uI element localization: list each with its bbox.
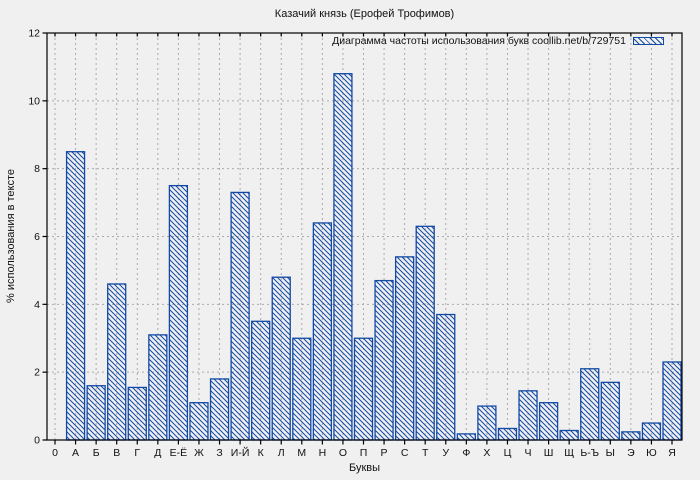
y-tick-label-2: 2 bbox=[34, 367, 40, 379]
y-tick-label-8: 8 bbox=[34, 163, 40, 175]
bar-М bbox=[292, 337, 312, 441]
bar-Е-Ё bbox=[168, 184, 189, 441]
x-tick-label-Т: Т bbox=[422, 447, 429, 459]
y-tick-label-6: 6 bbox=[34, 231, 40, 243]
bar-Щ bbox=[559, 429, 579, 441]
x-tick-label-0: 0 bbox=[52, 447, 58, 459]
x-axis-label: Буквы bbox=[348, 462, 381, 474]
x-tick-label-Ж: Ж bbox=[194, 447, 204, 459]
bar-П bbox=[353, 337, 374, 441]
x-tick-label-С: С bbox=[401, 447, 409, 459]
x-tick-label-К: К bbox=[258, 447, 265, 459]
legend-label: Диаграмма частоты использования букв coo… bbox=[332, 35, 626, 47]
x-tick-label-Ы: Ы bbox=[606, 447, 615, 459]
x-tick-label-Р: Р bbox=[381, 447, 388, 459]
x-tick-label-В: В bbox=[113, 447, 120, 459]
x-tick-label-Г: Г bbox=[134, 447, 140, 459]
bar-К bbox=[251, 320, 271, 441]
bar-Ш bbox=[538, 402, 559, 441]
x-tick-label-З: З bbox=[216, 447, 222, 459]
x-tick-label-Щ: Щ bbox=[564, 447, 574, 459]
x-tick-label-П: П bbox=[360, 447, 368, 459]
x-tick-label-О: О bbox=[339, 447, 347, 459]
bar-С bbox=[394, 256, 415, 441]
x-tick-label-Ф: Ф bbox=[462, 447, 470, 459]
y-tick-label-4: 4 bbox=[34, 299, 40, 311]
chart-title: Казачий князь (Ерофей Трофимов) bbox=[274, 8, 455, 20]
bar-Ж bbox=[189, 402, 209, 441]
x-tick-label-Х: Х bbox=[483, 447, 490, 459]
bar-О bbox=[333, 73, 353, 441]
x-tick-label-Ь-Ъ: Ь-Ъ bbox=[580, 447, 599, 459]
x-tick-label-М: М bbox=[297, 447, 306, 459]
bar-Х bbox=[477, 405, 497, 441]
legend-hatch-swatch bbox=[633, 37, 664, 45]
bar-З bbox=[209, 378, 230, 441]
x-tick-label-И-Й: И-Й bbox=[231, 446, 250, 459]
legend: Диаграмма частоты использования букв coo… bbox=[332, 35, 664, 47]
bar-В bbox=[107, 283, 127, 441]
x-tick-label-Б: Б bbox=[93, 447, 100, 459]
bar-Г bbox=[127, 386, 147, 441]
x-tick-label-Н: Н bbox=[319, 447, 327, 459]
bar-Д bbox=[148, 334, 168, 441]
x-tick-label-Э: Э bbox=[627, 447, 635, 459]
x-tick-label-Ю: Ю bbox=[646, 447, 657, 459]
bar-Р bbox=[374, 279, 394, 441]
x-tick-label-Д: Д bbox=[154, 447, 161, 459]
bar-Я bbox=[662, 361, 682, 441]
bar-Ф bbox=[456, 433, 476, 441]
x-tick-label-Ч: Ч bbox=[525, 447, 532, 459]
bar-Ч bbox=[518, 390, 538, 441]
x-tick-label-Ц: Ц bbox=[504, 447, 512, 459]
x-tick-label-Ш: Ш bbox=[544, 447, 554, 459]
bar-Т bbox=[415, 225, 435, 441]
bar-И-Й bbox=[230, 191, 250, 441]
y-tick-label-10: 10 bbox=[28, 95, 40, 107]
x-tick-label-А: А bbox=[72, 447, 79, 459]
x-tick-label-У: У bbox=[442, 447, 449, 459]
y-tick-label-12: 12 bbox=[28, 28, 40, 40]
x-tick-label-Я: Я bbox=[668, 447, 676, 459]
x-tick-label-Е-Ё: Е-Ё bbox=[170, 447, 188, 459]
bar-Н bbox=[312, 222, 333, 441]
bar-Ц bbox=[497, 427, 518, 441]
x-tick-label-Л: Л bbox=[278, 447, 285, 459]
y-tick-label-0: 0 bbox=[34, 435, 40, 447]
bar-Э bbox=[621, 431, 641, 441]
bar-Ы bbox=[600, 381, 620, 441]
bar-А bbox=[65, 151, 86, 441]
bar-Ь-Ъ bbox=[580, 368, 600, 441]
bar-Б bbox=[86, 385, 106, 441]
bar-У bbox=[436, 313, 456, 441]
bar-Ю bbox=[641, 422, 662, 441]
bar-Л bbox=[271, 276, 291, 441]
